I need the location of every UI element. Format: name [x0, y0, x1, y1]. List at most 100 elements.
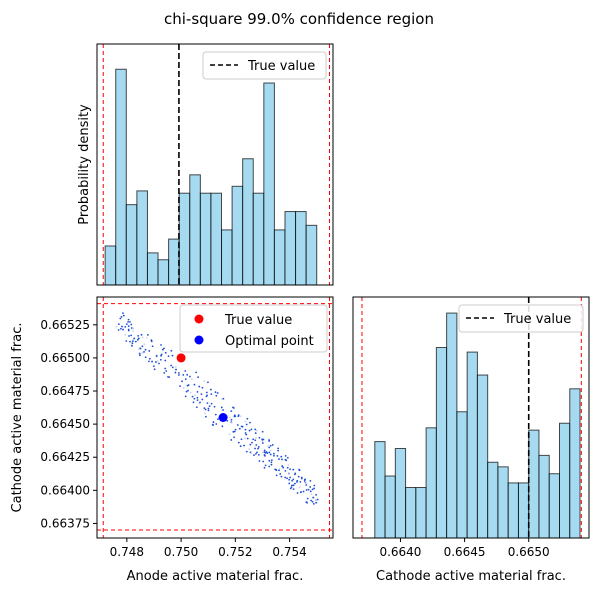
scatter-point	[160, 344, 162, 346]
anode-histogram-bar	[189, 174, 201, 286]
anode-histogram-bar	[242, 158, 254, 286]
scatter-point	[151, 360, 153, 363]
scatter-point	[290, 486, 293, 489]
anode-histogram-bar	[305, 224, 318, 286]
true-value-marker	[176, 353, 186, 363]
scatter-point	[245, 423, 248, 426]
scatter-point	[278, 469, 280, 472]
scatter-point	[221, 398, 223, 400]
scatter-point	[137, 334, 140, 337]
scatter-point	[261, 440, 264, 443]
scatter-point	[195, 371, 198, 374]
scatter-point	[254, 432, 257, 434]
scatter-point	[210, 393, 213, 396]
scatter-ylabel: Cathode active material frac.	[10, 323, 25, 513]
scatter-point	[129, 320, 131, 323]
optimal-point-marker	[218, 413, 228, 422]
joint-scatter-frame	[96, 296, 334, 539]
joint-scatter-panel: 0.748 0.750 0.752 0.754 0.66375 0.66400 0.6642…	[10, 296, 334, 584]
scatter-point	[117, 329, 120, 331]
scatter-point	[315, 501, 318, 504]
scatter-point	[174, 365, 177, 368]
cathode-histogram-bar	[415, 487, 427, 539]
scatter-point	[221, 425, 224, 428]
scatter-point	[310, 493, 313, 496]
scatter-point	[250, 428, 253, 431]
scatter-point	[187, 389, 189, 392]
scatter-point	[240, 425, 243, 428]
scatter-point	[171, 366, 174, 369]
scatter-point	[125, 323, 128, 325]
scatter-point	[204, 415, 207, 418]
cathode-histogram-bar	[528, 429, 540, 539]
scatter-point	[270, 463, 273, 466]
scatter-point	[239, 415, 242, 418]
cathode-histogram-bar	[425, 427, 437, 539]
scatter-point	[122, 312, 124, 315]
anode-histogram-frame	[96, 43, 334, 286]
scatter-point	[199, 401, 201, 404]
scatter-point	[167, 375, 169, 378]
cathode-histogram-bar	[446, 312, 458, 539]
cathode-histogram-bar	[507, 482, 519, 539]
scatter-point	[292, 488, 295, 491]
scatter-point	[312, 502, 315, 505]
cathode-histogram-ticks: 0.6640 0.6645 0.6650	[379, 538, 550, 559]
scatter-point	[232, 430, 235, 433]
scatter-point	[279, 473, 282, 475]
scatter-point	[312, 496, 315, 499]
scatter-point	[248, 429, 251, 432]
scatter-point	[268, 439, 270, 441]
scatter-bound-lines	[97, 297, 333, 538]
cathode-histogram-bar	[435, 346, 448, 539]
scatter-legend: True value Optimal point	[179, 304, 328, 353]
scatter-point	[122, 314, 125, 317]
scatter-point	[127, 320, 129, 323]
scatter-point	[117, 323, 120, 326]
scatter-xtick-label: 0.748	[110, 545, 144, 559]
scatter-point	[271, 444, 274, 446]
scatter-point	[207, 409, 210, 412]
scatter-point	[237, 414, 240, 417]
scatter-point	[213, 405, 216, 408]
scatter-point	[206, 402, 209, 404]
cathode-histogram-bar	[405, 487, 417, 539]
scatter-point	[275, 468, 277, 471]
scatter-point	[273, 454, 275, 457]
scatter-point	[284, 469, 287, 472]
scatter-point	[220, 406, 223, 409]
scatter-point	[286, 456, 289, 459]
scatter-point	[179, 385, 181, 388]
scatter-point	[205, 391, 208, 394]
scatter-point	[298, 468, 300, 471]
scatter-point	[291, 484, 293, 487]
scatter-point	[141, 351, 144, 354]
scatter-point	[255, 437, 257, 439]
scatter-point	[195, 406, 198, 409]
scatter-point	[214, 413, 217, 416]
scatter-point	[137, 337, 140, 340]
scatter-point	[209, 388, 212, 391]
scatter-point	[257, 447, 259, 450]
scatter-point	[261, 438, 264, 441]
scatter-point	[300, 476, 303, 479]
scatter-point	[151, 345, 154, 348]
scatter-point	[119, 327, 122, 330]
scatter-point	[163, 372, 166, 374]
scatter-point	[120, 315, 123, 318]
scatter-point	[263, 466, 266, 469]
scatter-point	[132, 327, 135, 330]
scatter-point	[255, 444, 258, 446]
cathode-histogram-xtick-label: 0.6640	[379, 545, 421, 559]
scatter-point	[222, 397, 225, 400]
scatter-point	[161, 348, 164, 351]
scatter-point	[294, 472, 297, 475]
scatter-point	[243, 444, 245, 447]
scatter-point	[198, 385, 201, 388]
scatter-point	[268, 451, 271, 454]
scatter-point	[148, 357, 151, 360]
scatter-point	[239, 445, 242, 448]
scatter-point	[315, 493, 317, 496]
scatter-point	[144, 356, 147, 359]
scatter-point	[268, 465, 271, 468]
